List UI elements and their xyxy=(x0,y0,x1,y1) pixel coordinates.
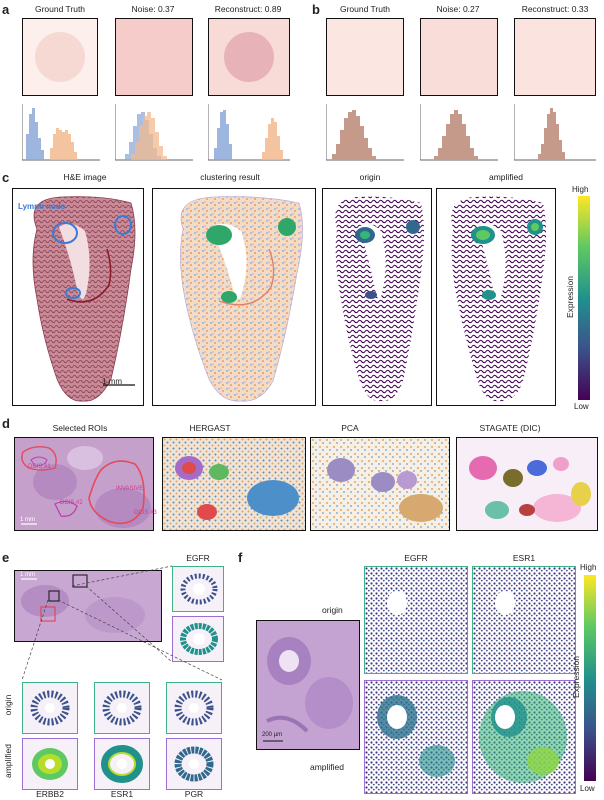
panel-d-label: d xyxy=(2,416,10,431)
panel-e-esr1-origin xyxy=(94,682,150,734)
panel-b-label: b xyxy=(312,2,320,17)
panel-a-histogram-2 xyxy=(115,104,193,161)
panel-e-esr1-amplified xyxy=(94,738,150,790)
panel-c-title-4: amplified xyxy=(488,172,524,182)
panel-c-title-1: H&E image xyxy=(63,172,107,182)
panel-c-label: c xyxy=(2,170,10,185)
panel-d-title-1: Selected ROIs xyxy=(52,423,108,433)
panel-e-egfr-origin xyxy=(172,566,224,612)
panel-f-esr1-amplified xyxy=(472,680,576,794)
panel-e-egfr-amplified xyxy=(172,616,224,662)
panel-c-amplified-image xyxy=(436,188,556,406)
panel-d-roi-label-3: DCIS #3 xyxy=(134,510,157,516)
panel-c-lymph-node-label: Lymph node xyxy=(18,202,66,211)
panel-e-gene-erbb2: ERBB2 xyxy=(36,789,64,799)
panel-f-row-origin: origin xyxy=(322,605,343,615)
panel-f-scale-label: 200 µm xyxy=(262,732,283,738)
panel-c-title-2: clustering result xyxy=(200,172,260,182)
panel-e-label: e xyxy=(2,550,10,565)
panel-a-reconstruct-image xyxy=(208,18,290,96)
panel-c-colorbar-high: High xyxy=(572,185,589,194)
panel-c-colorbar-low: Low xyxy=(574,402,589,411)
panel-d-rois-image xyxy=(14,437,154,531)
panel-e-pgr-amplified xyxy=(166,738,222,790)
panel-a-title-1: Ground Truth xyxy=(34,4,86,14)
panel-a-ground-truth-image xyxy=(22,18,98,96)
panel-b-title-1: Ground Truth xyxy=(339,4,391,14)
panel-f-egfr-origin xyxy=(364,566,468,674)
panel-b-histogram-1 xyxy=(326,104,404,161)
panel-f-egfr-amplified xyxy=(364,680,468,794)
panel-a-histogram-1 xyxy=(22,104,100,161)
panel-d-hergast-image xyxy=(162,437,306,531)
panel-f-row-amplified: amplified xyxy=(310,762,345,772)
panel-b-title-2: Noise: 0.27 xyxy=(436,4,480,14)
panel-e-row-origin: origin xyxy=(3,694,13,716)
panel-f-esr1-origin xyxy=(472,566,576,674)
panel-f-gene-egfr: EGFR xyxy=(404,553,428,563)
panel-f-colorbar-high: High xyxy=(580,563,597,572)
panel-b-title-3: Reconstruct: 0.33 xyxy=(521,4,589,14)
panel-e-pgr-origin xyxy=(166,682,222,734)
panel-e-scale-label: 1 mm xyxy=(20,572,35,578)
panel-b-noise-image xyxy=(420,18,498,96)
panel-d-scale-label: 1 mm xyxy=(20,517,35,523)
panel-e-erbb2-origin xyxy=(22,682,78,734)
panel-c-scale-label: 1 mm xyxy=(102,377,122,386)
panel-f-label: f xyxy=(238,550,243,565)
panel-f-colorbar-title: Expression xyxy=(571,655,581,699)
panel-e-gene-esr1: ESR1 xyxy=(110,789,134,799)
panel-c-colorbar xyxy=(578,196,590,400)
panel-a-title-2: Noise: 0.37 xyxy=(131,4,175,14)
panel-d-title-2: HERGAST xyxy=(189,423,231,433)
panel-d-roi-label-4: INVASIVE xyxy=(116,486,144,492)
panel-e-row-amplified: amplified xyxy=(3,743,13,779)
panel-b-ground-truth-image xyxy=(326,18,404,96)
panel-d-pca-image xyxy=(310,437,450,531)
panel-d-roi-label-1: DCIS #1 xyxy=(28,464,51,470)
panel-f-colorbar xyxy=(584,575,596,781)
panel-a-noise-image xyxy=(115,18,193,96)
panel-c-title-3: origin xyxy=(359,172,381,182)
panel-d-title-4: STAGATE (DIC) xyxy=(479,423,541,433)
panel-f-colorbar-low: Low xyxy=(580,784,595,793)
panel-a-title-3: Reconstruct: 0.89 xyxy=(214,4,282,14)
panel-d-title-3: PCA xyxy=(341,423,359,433)
panel-e-erbb2-amplified xyxy=(22,738,78,790)
panel-f-he-image xyxy=(256,620,360,750)
panel-c-origin-image xyxy=(322,188,432,406)
panel-f-gene-esr1: ESR1 xyxy=(512,553,536,563)
panel-e-gene-top: EGFR xyxy=(186,553,210,563)
panel-a-histogram-3 xyxy=(208,104,290,161)
panel-c-he-image xyxy=(12,188,144,406)
panel-b-reconstruct-image xyxy=(514,18,596,96)
panel-d-roi-label-2: DCIS #2 xyxy=(60,500,83,506)
panel-d-stagate-image xyxy=(456,437,598,531)
panel-b-histogram-3 xyxy=(514,104,596,161)
panel-e-gene-pgr: PGR xyxy=(184,789,204,799)
panel-a-label: a xyxy=(2,2,10,17)
panel-c-clustering-image xyxy=(152,188,316,406)
panel-b-histogram-2 xyxy=(420,104,498,161)
